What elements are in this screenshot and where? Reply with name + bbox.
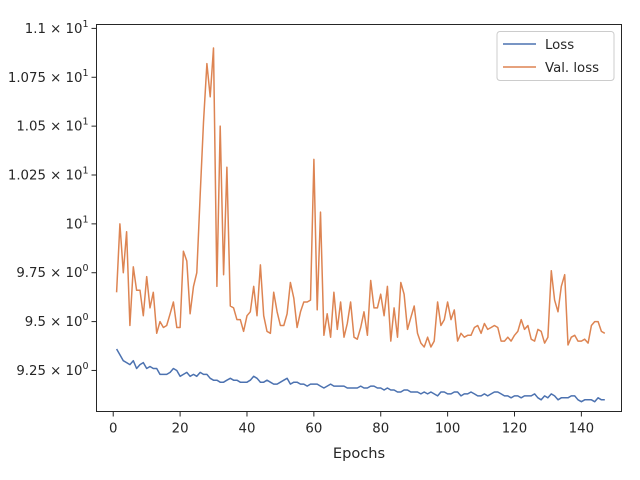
x-tick-label: 40 <box>239 422 256 437</box>
y-tick-label: 9.5 × 100 <box>25 312 89 330</box>
legend-label-val-loss: Val. loss <box>545 61 599 76</box>
y-tick-label: 9.75 × 100 <box>16 263 88 281</box>
series-layer <box>115 47 606 403</box>
x-tick-label: 80 <box>372 422 389 437</box>
series-line-val-loss <box>115 47 606 348</box>
y-tick-label: 1.025 × 101 <box>8 166 89 184</box>
y-axis-ticks: 9.25 × 100 9.5 × 100 9.75 × 100 101 1.025 × … <box>8 19 97 379</box>
y-tick-label: 1.075 × 101 <box>8 68 89 86</box>
x-tick-label: 120 <box>502 422 527 437</box>
x-tick-label: 60 <box>305 422 322 437</box>
x-axis-ticks: 0 20 40 60 80 100 120 140 <box>109 411 594 437</box>
x-tick-label: 20 <box>172 422 189 437</box>
y-tick-label: 101 <box>66 214 89 232</box>
legend: Loss Val. loss <box>496 31 615 81</box>
y-tick-label: 1.05 × 101 <box>16 117 88 135</box>
y-tick-label: 1.1 × 101 <box>25 19 89 37</box>
series-line-loss <box>115 348 605 403</box>
y-tick-label: 9.25 × 100 <box>16 361 88 379</box>
x-axis-label: Epochs <box>333 445 385 462</box>
plot-frame <box>96 24 622 412</box>
legend-label-loss: Loss <box>545 38 574 53</box>
x-tick-label: 140 <box>569 422 594 437</box>
x-tick-label: 100 <box>435 422 460 437</box>
x-tick-label: 0 <box>109 422 117 437</box>
